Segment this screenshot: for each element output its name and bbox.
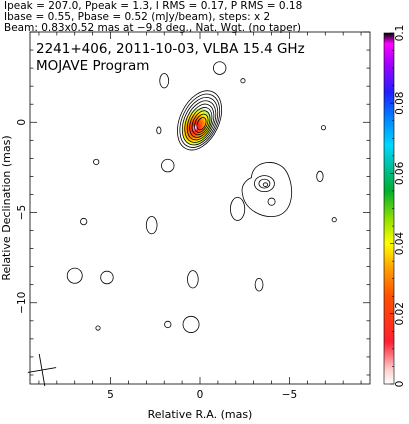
core-contour: [177, 90, 223, 151]
noise-contour: [145, 216, 158, 235]
colorbar-tick-label: 0.04: [394, 232, 406, 256]
core-contour: [186, 103, 215, 141]
noise-contour: [213, 61, 227, 75]
noise-contour: [66, 267, 83, 284]
noise-contour: [80, 217, 88, 226]
x-tick-label: 0: [197, 389, 204, 401]
axis-ticks: 5 0 −5 0 −5 −10: [16, 31, 370, 401]
jet-contour: [254, 175, 275, 193]
plot-title-line-1: 2241+406, 2011-10-03, VLBA 15.4 GHz: [36, 41, 305, 57]
x-tick-label: −5: [282, 389, 297, 401]
y-axis-label: Relative Declination (mas): [0, 135, 13, 280]
jet-contour: [262, 182, 269, 187]
colorbar-tick-label: 0.1: [394, 25, 406, 42]
noise-contour: [230, 196, 246, 221]
plot-frame: [29, 31, 371, 385]
core-contour: [184, 100, 217, 143]
noise-contour: [320, 125, 327, 131]
noise-contour: [331, 217, 337, 223]
noise-contour: [95, 325, 101, 331]
noise-contour: [182, 315, 200, 333]
noise-contour: [187, 270, 199, 289]
core-contour: [179, 93, 221, 148]
noise-contour: [164, 320, 172, 329]
plot-title-line-2: MOJAVE Program: [36, 58, 149, 74]
core-contour: [194, 113, 209, 133]
y-tick-label: −5: [16, 205, 28, 220]
noise-contour: [267, 197, 276, 206]
x-axis-label: Relative R.A. (mas): [148, 408, 253, 421]
colorbar-tick-label: 0.08: [394, 92, 406, 115]
noise-contour: [161, 158, 175, 173]
header-line-2: Ibase = 0.55, Pbase = 0.52 (mJy/beam), s…: [4, 11, 270, 23]
noise-contour: [159, 73, 170, 89]
jet-outer-contour: [241, 162, 293, 217]
colorbar-tick-label: 0: [394, 381, 406, 388]
noise-contour: [100, 270, 114, 285]
colorbar-ticks: 0 0.02 0.04 0.06 0.08 0.1: [390, 25, 406, 388]
jet-contour: [258, 178, 271, 189]
noise-contour: [254, 277, 264, 292]
x-tick-label: 5: [107, 389, 114, 401]
core-contour: [191, 110, 211, 136]
y-tick-label: 0: [16, 119, 28, 126]
colorbar-tick-label: 0.06: [394, 161, 406, 185]
core-contour: [196, 117, 207, 131]
noise-contour: [93, 158, 100, 166]
noise-contour: [156, 126, 162, 135]
header-line-1: Ipeak = 207.0, Ppeak = 1.3, I RMS = 0.17…: [4, 0, 302, 12]
core-contour: [189, 107, 213, 138]
noise-contour: [240, 78, 246, 84]
core-contour: [181, 97, 219, 146]
header-line-3: Beam: 0.83x0.52 mas at −9.8 deg., Nat. W…: [4, 22, 301, 34]
colorbar-tick-label: 0.02: [394, 302, 406, 325]
noise-contour: [316, 170, 324, 183]
beam-marker: [27, 353, 57, 387]
contour-layer: [66, 61, 337, 333]
y-tick-label: −10: [16, 292, 28, 314]
